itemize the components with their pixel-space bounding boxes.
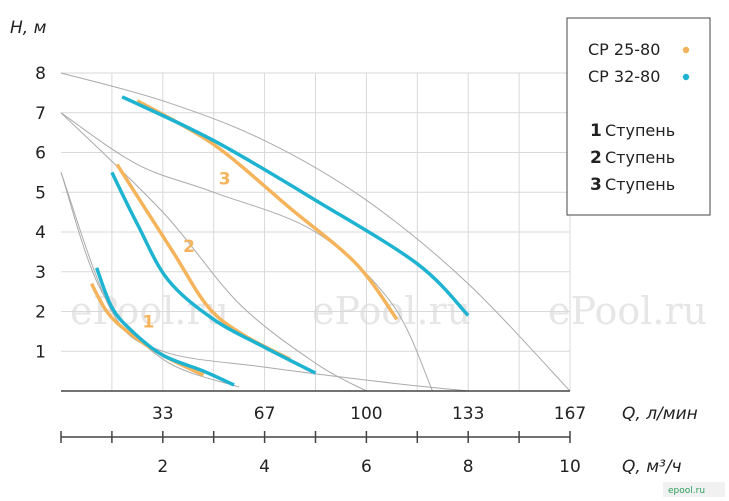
y-tick-label: 7 (35, 104, 46, 124)
reference-curve (60, 112, 434, 392)
legend-stage-1-label: Ступень (605, 121, 675, 140)
x-axis-top-title: Q, л/мин (622, 404, 698, 424)
reference-curve (60, 172, 240, 388)
stage-label: 3 (219, 169, 231, 189)
x-tick-label-bottom: 4 (259, 457, 270, 477)
x-axis-bottom-title: Q, м³/ч (622, 457, 682, 477)
x-tick-label-top: 167 (554, 404, 586, 424)
y-tick-label: 8 (35, 64, 46, 84)
y-tick-label: 1 (35, 342, 46, 362)
x-tick-label-bottom: 2 (157, 457, 168, 477)
y-tick-label: 6 (35, 144, 46, 164)
corner-mark-text: epool.ru (668, 486, 705, 496)
legend-stage-3-label: Ступень (605, 175, 675, 194)
x-tick-label-bottom: 6 (361, 457, 372, 477)
legend-stage-1-num: 1 (590, 121, 602, 141)
legend-model-2: CP 32-80 (588, 67, 660, 86)
corner-mark-bg (663, 482, 725, 497)
legend-model-2-marker (682, 73, 690, 81)
legend-model-1-marker (682, 46, 690, 54)
legend: CP 25-80 CP 32-80 1 Ступень 2 Ступень 3 … (566, 17, 711, 216)
x-tick-label-top: 33 (152, 404, 174, 424)
stage-label: 1 (142, 312, 154, 332)
legend-stage-2-label: Ступень (605, 148, 675, 167)
legend-stage-3-num: 3 (590, 175, 602, 195)
stage-label: 2 (183, 237, 195, 257)
x-tick-label-top: 100 (350, 404, 382, 424)
reference-curve (60, 72, 571, 392)
series-layer (89, 95, 470, 387)
stage-labels: 1 2 3 (142, 169, 230, 332)
series-line-cp-32-80-stage-1 (94, 267, 235, 387)
watermark-text: ePool.ru (548, 289, 707, 333)
series-line-cp-32-80-stage-3 (121, 95, 470, 317)
x-tick-label-bottom: 8 (463, 457, 474, 477)
series-line-cp-32-80-stage-2 (110, 171, 317, 375)
y-tick-label: 5 (35, 183, 46, 203)
y-axis-title: H, м (10, 18, 47, 38)
reference-curve (60, 172, 469, 392)
legend-model-1: CP 25-80 (588, 40, 660, 59)
legend-stage-2-num: 2 (590, 148, 602, 168)
x-tick-label-top: 67 (254, 404, 276, 424)
x-tick-label-bottom: 10 (559, 457, 581, 477)
y-tick-label: 2 (35, 303, 46, 323)
y-tick-label: 4 (35, 223, 46, 243)
y-tick-label: 3 (35, 263, 46, 283)
x-tick-label-top: 133 (452, 404, 484, 424)
corner-mark: epool.ru (663, 482, 725, 497)
